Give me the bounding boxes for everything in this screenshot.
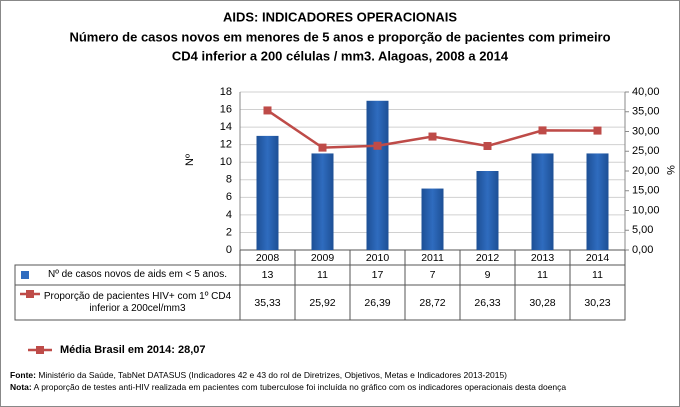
y-tick-label: 2 [226, 226, 232, 238]
table-value: 11 [537, 269, 548, 281]
y2-tick-label: 20,00 [632, 165, 660, 177]
table-value: 26,39 [364, 296, 391, 309]
note-text: A proporção de testes anti-HIV realizada… [31, 382, 567, 392]
x-tick-label: 2009 [310, 251, 335, 264]
table-value: 11 [592, 269, 603, 281]
y2-tick-label: 25,00 [632, 145, 660, 157]
table-value: 26,33 [474, 296, 501, 309]
bar [421, 188, 444, 250]
marker [593, 126, 602, 135]
annotation-marker [36, 346, 44, 354]
x-tick-label: 2008 [255, 251, 280, 264]
marker [538, 126, 547, 135]
x-tick-label: 2011 [421, 251, 444, 264]
marker [428, 132, 437, 141]
table-value: 30,28 [529, 296, 556, 309]
x-tick-label: 2013 [530, 251, 555, 264]
y2-axis-label: % [664, 165, 676, 175]
y-tick-label: 14 [220, 121, 232, 133]
marker [373, 141, 382, 150]
table-value: 35,33 [254, 296, 281, 309]
y2-tick-label: 30,00 [632, 125, 660, 137]
y2-tick-label: 0,00 [632, 244, 653, 256]
y-tick-label: 12 [220, 139, 232, 151]
table-value: 11 [317, 269, 328, 281]
y2-tick-label: 10,00 [632, 204, 660, 216]
y2-tick-label: 35,00 [632, 106, 660, 118]
y2-tick-label: 5,00 [632, 224, 653, 236]
x-tick-label: 2012 [475, 251, 500, 264]
table-value: 17 [371, 269, 384, 281]
legend-label: Nº de casos novos de aids em < 5 anos. [47, 269, 228, 280]
line [266, 109, 598, 149]
y-tick-label: 0 [226, 244, 232, 256]
table-value: 7 [429, 269, 436, 281]
subtitle: Número de casos novos em menores de 5 an… [69, 29, 610, 44]
y2-tick-label: 15,00 [632, 185, 660, 197]
annotation: Média Brasil em 2014: 28,07 [60, 344, 206, 356]
bar [586, 153, 609, 250]
marker [318, 143, 327, 152]
bar [311, 153, 334, 250]
x-tick-label: 2010 [365, 251, 390, 264]
y-tick-label: 10 [220, 156, 232, 168]
legend-swatch [21, 271, 29, 279]
legend-label: Proporção de pacientes HIV+ com 1º CD4 i… [43, 290, 232, 314]
y-tick-label: 18 [220, 86, 232, 98]
marker [483, 141, 492, 150]
note: Nota: A proporção de testes anti-HIV rea… [10, 382, 566, 392]
subtitle: CD4 inferior a 200 células / mm3. Alagoa… [172, 48, 509, 63]
table-value: 30,23 [584, 296, 611, 309]
bar [476, 171, 499, 250]
bar [531, 153, 554, 250]
table-value: 28,72 [419, 296, 446, 309]
source-label: Fonte: [10, 370, 36, 380]
bar [256, 135, 279, 250]
y-tick-label: 4 [226, 209, 232, 221]
legend-marker [26, 290, 34, 298]
x-tick-label: 2014 [585, 251, 610, 264]
note-label: Nota: [10, 382, 32, 392]
y-tick-label: 8 [226, 174, 232, 186]
table-value: 9 [484, 269, 491, 281]
source: Fonte: Ministério da Saúde, TabNet DATAS… [10, 370, 507, 380]
marker [263, 106, 272, 115]
table-value: 25,92 [309, 296, 336, 309]
y2-tick-label: 40,00 [632, 86, 660, 98]
y-tick-label: 16 [220, 103, 232, 115]
chart-title: AIDS: INDICADORES OPERACIONAIS [223, 9, 457, 24]
y-tick-label: 6 [226, 191, 232, 203]
table-value: 13 [261, 269, 274, 281]
bar [366, 100, 389, 251]
y-axis-label: Nº [184, 154, 196, 166]
source-text: Ministério da Saúde, TabNet DATASUS (Ind… [35, 370, 508, 380]
